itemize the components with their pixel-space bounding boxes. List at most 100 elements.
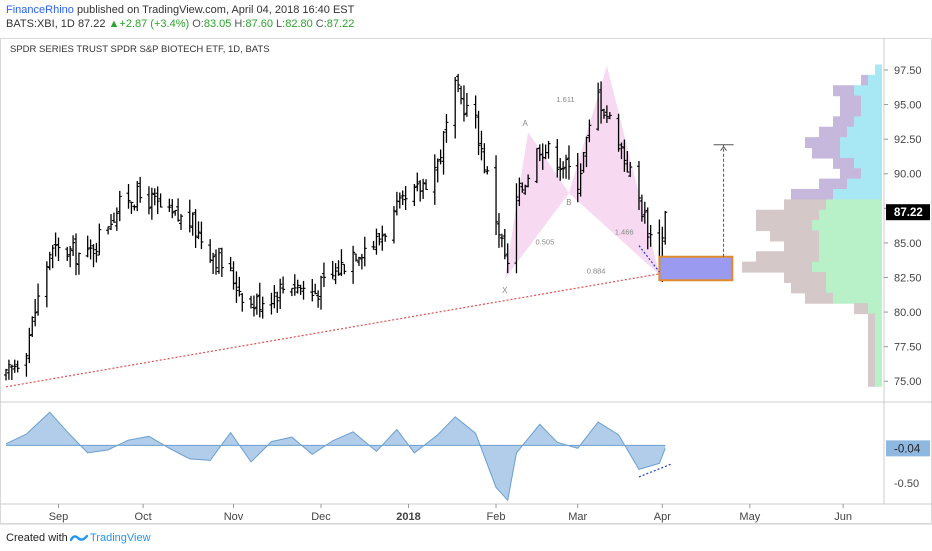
footer-bar: Created with TradingView <box>0 524 932 551</box>
volume-profile-up-row <box>847 126 882 138</box>
volume-profile-up-row <box>854 157 882 169</box>
volume-profile-up-row <box>819 240 882 252</box>
volume-profile-up-row <box>840 147 882 159</box>
volume-profile-up-row <box>875 375 882 387</box>
volume-profile-up-row <box>826 199 882 211</box>
oscillator-divergence-line <box>638 463 672 478</box>
volume-profile-down-row <box>868 313 875 325</box>
pattern-bcd-triangle <box>568 65 660 275</box>
y-tick-label: 97.50 <box>894 65 922 77</box>
volume-profile-up-row <box>875 64 882 76</box>
volume-profile-up-row <box>826 271 882 283</box>
volume-profile-up-row <box>861 105 882 117</box>
close-value: 87.22 <box>326 18 355 30</box>
volume-profile-down-row <box>805 292 833 304</box>
volume-profile-down-row <box>805 137 840 149</box>
volume-profile-down-row <box>840 168 861 180</box>
symbol-label[interactable]: BATS:XBI, 1D <box>6 18 75 30</box>
volume-profile-up-row <box>875 354 882 366</box>
x-tick-label: 2018 <box>396 511 420 523</box>
price-bars-group <box>4 73 668 381</box>
open-value: 83.05 <box>203 18 232 30</box>
pattern-point-label: B <box>566 198 571 207</box>
volume-profile-down-row <box>833 157 854 169</box>
x-tick-label: Jun <box>834 511 852 523</box>
volume-profile-down-row <box>819 126 847 138</box>
y-tick-label: 82.50 <box>894 272 922 284</box>
x-tick-label: Dec <box>311 511 331 523</box>
volume-profile-down-row <box>868 365 875 377</box>
volume-profile-down-row <box>868 375 875 387</box>
volume-profile-down-row <box>833 85 854 97</box>
volume-profile-down-row <box>756 209 819 221</box>
x-tick-label: Sep <box>49 511 69 523</box>
volume-profile-up-row <box>833 292 882 304</box>
pattern-xab-triangle <box>504 132 569 279</box>
chart-canvas[interactable]: SPDR SERIES TRUST SPDR S&P BIOTECH ETF, … <box>0 38 932 524</box>
volume-profile-down-row <box>840 95 861 107</box>
y-tick-label: 92.50 <box>894 134 922 146</box>
volume-profile-up-row <box>861 168 882 180</box>
volume-profile-up-row <box>854 85 882 97</box>
axes-group <box>0 38 932 505</box>
volume-profile-down-row <box>854 303 868 315</box>
last-price-badge <box>886 204 930 221</box>
volume-profile-down-row <box>819 178 847 190</box>
volume-profile-down-row <box>840 105 861 117</box>
volume-profile-down-row <box>791 188 833 200</box>
osc-value-badge <box>886 440 930 457</box>
volume-profile-up-row <box>819 230 882 242</box>
volume-profile-up-row <box>833 188 882 200</box>
tradingview-logo-icon[interactable] <box>69 532 89 550</box>
axis-labels-group: 97.5095.0092.5090.0087.5085.0082.5080.00… <box>49 65 930 523</box>
chart-header: FinanceRhino published on TradingView.co… <box>0 0 932 38</box>
high-value: 87.60 <box>245 18 273 30</box>
chart-frame[interactable]: SPDR SERIES TRUST SPDR S&P BIOTECH ETF, … <box>0 38 932 524</box>
volume-profile-up-row <box>861 95 882 107</box>
created-with-text: Created with <box>6 532 68 544</box>
x-tick-label: Oct <box>135 511 152 523</box>
x-tick-label: Feb <box>487 511 506 523</box>
open-label: O: <box>192 18 204 30</box>
x-tick-label: Apr <box>654 511 671 523</box>
volume-profile-up-row <box>819 209 882 221</box>
oscillator-group <box>5 411 672 502</box>
author-name[interactable]: FinanceRhino <box>6 4 74 16</box>
volume-profile-down-row <box>784 240 819 252</box>
y-tick-label: 77.50 <box>894 342 922 354</box>
chart-title: SPDR SERIES TRUST SPDR S&P BIOTECH ETF, … <box>10 44 270 55</box>
osc-y-tick-label: -0.50 <box>894 478 919 490</box>
target-zone-box <box>658 255 734 282</box>
x-tick-label: Mar <box>568 511 587 523</box>
volume-profile-up-row <box>826 282 882 294</box>
y-tick-label: 85.00 <box>894 238 922 250</box>
volume-profile-up-row <box>868 303 882 315</box>
y-tick-label: 95.00 <box>894 100 922 112</box>
high-label: H: <box>234 18 246 30</box>
ohlc-line: BATS:XBI, 1D 87.22 ▲+2.87 (+3.4%) O:83.0… <box>6 17 354 31</box>
volume-profile-up-row <box>812 220 882 232</box>
x-tick-label: May <box>739 511 760 523</box>
volume-profile-down-row <box>868 354 875 366</box>
published-text: published on TradingView.com, April 04, … <box>76 4 355 16</box>
volume-profile-up-row <box>812 261 882 273</box>
volume-profile-up-row <box>875 334 882 346</box>
volume-profile-down-row <box>756 220 812 232</box>
volume-profile-up-row <box>840 137 882 149</box>
volume-profile-down-row <box>784 271 826 283</box>
volume-profile-up-row <box>847 178 882 190</box>
harmonic-pattern-group: X A B 1.611 0.505 1.466 0.884 <box>502 65 660 295</box>
change-arrow-icon: ▲ <box>108 18 120 30</box>
volume-profile-down-row <box>770 230 819 242</box>
pattern-ratio-label: 0.505 <box>535 237 554 246</box>
tradingview-brand-link[interactable]: TradingView <box>90 532 151 544</box>
volume-profile-down-row <box>833 116 854 128</box>
volume-profile-up-row <box>819 251 882 263</box>
volume-profile-up-row <box>875 344 882 356</box>
change-value: +2.87 (+3.4%) <box>119 18 190 30</box>
pattern-ratio-label: 1.466 <box>615 228 634 237</box>
volume-profile-down-row <box>861 74 868 86</box>
last-price-badge-text: 87.22 <box>894 207 923 219</box>
volume-profile-down-row <box>868 323 875 335</box>
volume-profile-down-row <box>868 344 875 356</box>
